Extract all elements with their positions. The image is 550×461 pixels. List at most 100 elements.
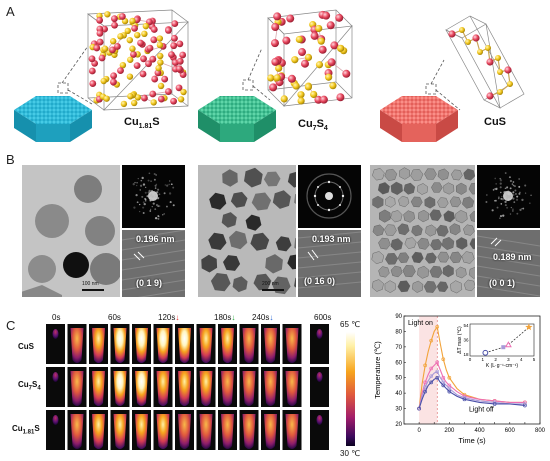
copper-atom	[111, 15, 118, 23]
fft-spot	[512, 184, 515, 187]
sulfur-atom	[126, 36, 133, 44]
x-tick-label: 800	[535, 428, 546, 434]
time-label-120s: 120s↓	[158, 313, 179, 322]
nanoplate	[404, 237, 417, 249]
inset-x-tick-label: 5	[533, 357, 536, 362]
fft-spot	[493, 187, 496, 190]
fft-spot	[139, 189, 141, 191]
fft-spot	[499, 177, 502, 180]
sulfur-atom	[134, 94, 142, 101]
nanoplate	[244, 167, 263, 188]
time-label-180s: 180s↓	[214, 313, 235, 322]
x-axis-label: Time (s)	[458, 436, 486, 445]
nanoplate	[463, 279, 475, 292]
d-spacing-1: 0.196 nm	[136, 234, 175, 244]
sulfur-atom	[310, 90, 318, 99]
copper-atom	[298, 48, 307, 57]
fft-spot	[157, 205, 160, 208]
nanoplate	[379, 209, 391, 223]
fft-spot	[166, 205, 168, 208]
fft-spot	[149, 210, 152, 212]
fft-spot	[511, 183, 514, 185]
y-tick-label: 30	[395, 407, 402, 413]
nanoplate	[424, 168, 437, 180]
fft-spot	[153, 178, 156, 181]
fft-spot	[518, 185, 521, 188]
copper-atom	[101, 25, 108, 33]
nanoplate	[449, 223, 461, 236]
copper-atom	[486, 58, 494, 66]
ir-thermal-frame	[132, 410, 151, 450]
sulfur-atom	[292, 82, 300, 90]
time-label-240s-text: 240s	[252, 313, 270, 322]
fft-spot	[144, 200, 147, 202]
copper-atom	[151, 75, 159, 83]
nanoplate	[222, 169, 238, 187]
ir-thermal-frame	[196, 367, 216, 407]
sulfur-atom	[329, 82, 337, 90]
fft-spot	[145, 186, 147, 189]
copper-atom	[286, 14, 295, 23]
y-tick-label: 80	[395, 329, 402, 335]
inset-y-tick-label: 36	[463, 338, 469, 343]
ir-thermal-frame	[218, 324, 237, 364]
fft-pattern-cus	[477, 165, 540, 228]
nanoplate	[384, 168, 398, 181]
series-point	[435, 375, 440, 380]
fft-spot	[503, 191, 506, 194]
y-tick-label: 60	[395, 360, 402, 366]
tem-image-cu181s: 100 nm	[22, 165, 120, 297]
copper-atom	[336, 93, 345, 102]
fft-spot	[168, 183, 170, 186]
ir-row-label-cus: CuS	[18, 342, 34, 351]
nanoplate	[377, 182, 390, 195]
fft-spot	[154, 184, 157, 187]
fft-pattern-cu181s	[122, 165, 185, 228]
sulfur-atom	[127, 93, 134, 100]
fft-spot	[529, 202, 531, 204]
fft-spot	[524, 192, 527, 194]
nanoplate	[223, 255, 241, 271]
ir-thermal-frame	[110, 324, 130, 364]
nanoplate	[378, 266, 390, 278]
fft-spot	[491, 209, 494, 212]
sulfur-atom	[130, 99, 138, 107]
nanoplate	[245, 214, 262, 231]
copper-atom	[269, 83, 278, 92]
nanoplate	[397, 252, 410, 263]
nanoplate	[371, 279, 384, 292]
fft-spot	[163, 192, 166, 195]
fft-spot	[168, 192, 172, 195]
fft-spot	[151, 196, 154, 198]
fft-spot	[151, 190, 153, 192]
copper-atom	[164, 27, 172, 34]
fft-spot	[485, 194, 488, 196]
copper-atom	[282, 36, 291, 45]
ir-thermal-frame	[175, 324, 194, 364]
fft-spot	[507, 195, 510, 198]
fft-spot	[157, 188, 160, 191]
sulfur-atom	[101, 45, 109, 52]
copper-atom	[88, 67, 96, 75]
fft-spot	[500, 191, 502, 194]
fft-spot	[522, 207, 525, 210]
sulfur-atom	[119, 61, 127, 69]
colorbar-max-label: 65 ℃	[340, 320, 361, 329]
nanoplate	[441, 236, 455, 251]
fft-spot	[149, 199, 152, 202]
copper-atom	[88, 55, 96, 63]
nanoplate	[232, 276, 248, 293]
series-point	[441, 357, 446, 362]
fft-spot	[142, 201, 145, 204]
ir-thermal-frame	[261, 367, 280, 407]
copper-atom	[176, 40, 184, 48]
fft-spot	[133, 206, 136, 209]
ir-thermal-frame	[282, 410, 302, 450]
tem-particles-cu7s4	[201, 167, 296, 295]
fft-spot	[154, 187, 157, 189]
light-on-region	[419, 316, 438, 424]
temperature-colorbar	[346, 332, 355, 446]
d-spacing-3: 0.189 nm	[493, 252, 532, 262]
scale-bar	[262, 289, 284, 291]
fft-spot	[499, 217, 501, 219]
